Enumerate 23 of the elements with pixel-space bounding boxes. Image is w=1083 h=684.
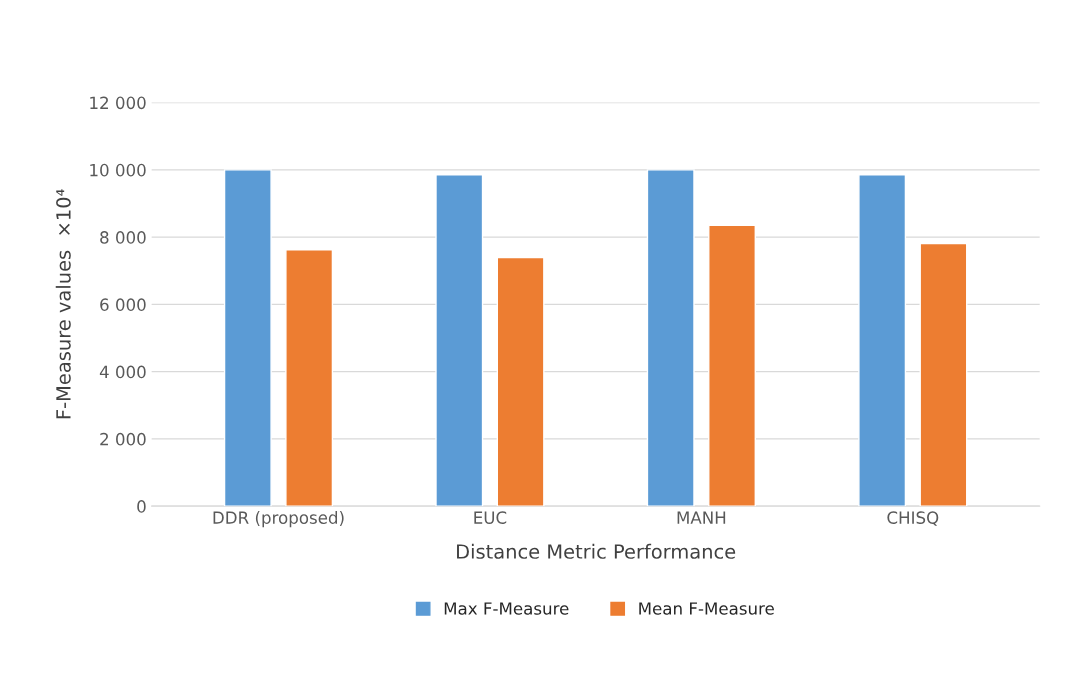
y-tick-label: 8 000 (100, 231, 146, 244)
y-axis-title: F-Measure values ×10⁴ (55, 189, 71, 419)
bar (858, 174, 907, 507)
x-axis-title: Distance Metric Performance (457, 543, 736, 559)
legend-label: Mean F-Measure (639, 602, 774, 615)
bar (496, 256, 545, 507)
y-tick-label: 0 (137, 500, 146, 513)
bar (285, 249, 334, 507)
bar (435, 174, 484, 507)
bar (223, 169, 272, 507)
bar (919, 242, 968, 507)
x-tick-label: CHISQ (887, 511, 939, 526)
bar (708, 224, 756, 507)
bar (646, 169, 695, 507)
x-tick-label: DDR (proposed) (213, 511, 344, 528)
y-tick-label: 2 000 (100, 432, 146, 446)
y-tick-label: 4 000 (99, 365, 146, 379)
legend-label: Max F-Measure (444, 602, 569, 615)
x-tick-label: MANH (677, 511, 726, 524)
y-tick-label: 6 000 (100, 298, 146, 311)
y-tick-label: 10 000 (90, 163, 146, 177)
x-tick-label: EUC (474, 511, 507, 524)
y-tick-label: 12 000 (90, 96, 146, 110)
